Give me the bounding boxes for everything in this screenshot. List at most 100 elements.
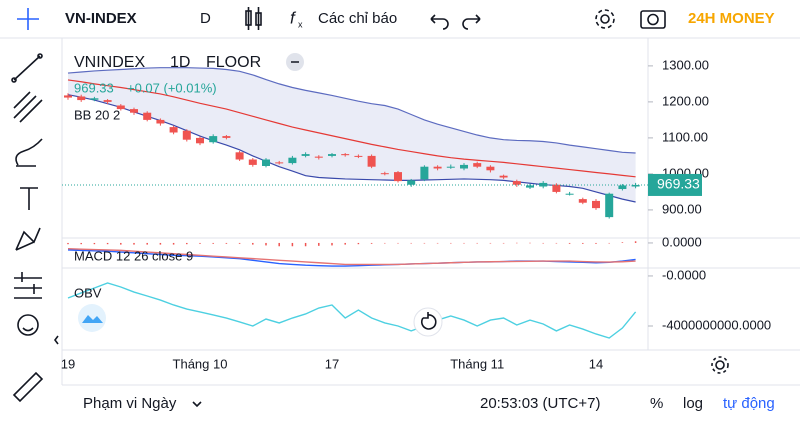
percent-toggle[interactable]: % <box>650 395 663 412</box>
drawing-tools[interactable] <box>11 53 44 403</box>
last-price-tag <box>648 173 702 196</box>
candle-body <box>512 181 521 185</box>
histogram-bar <box>384 242 386 244</box>
histogram-bar <box>120 242 122 245</box>
histogram-bar <box>318 242 320 246</box>
histogram-bar <box>529 242 531 244</box>
plot-layer <box>62 65 653 339</box>
candle-body <box>182 130 191 140</box>
candle-body <box>605 193 614 218</box>
histogram-bar <box>278 242 280 247</box>
candle-body <box>578 199 587 203</box>
last-price-label: 969.33 <box>657 176 700 192</box>
candle-body <box>314 156 323 158</box>
candle-body <box>275 162 284 164</box>
histogram-bar <box>331 242 333 246</box>
legend-last: 969.33 <box>74 80 114 95</box>
candle-body <box>565 193 574 195</box>
histogram-bar <box>265 242 267 246</box>
indicators-button[interactable]: Các chỉ báo <box>318 10 397 27</box>
symbol[interactable]: VN-INDEX <box>65 10 137 27</box>
candle-body <box>262 159 270 166</box>
candle-body <box>420 166 429 180</box>
indicator-line <box>67 248 636 266</box>
candle-body <box>380 173 389 175</box>
histogram-bar <box>172 242 175 245</box>
candle-body <box>103 100 112 102</box>
date-range-caret <box>192 401 202 408</box>
histogram-bar <box>186 242 188 245</box>
histogram-bar <box>423 242 426 244</box>
candle-body <box>473 163 482 167</box>
chart-interval: 1D <box>170 54 190 71</box>
histogram-bar <box>370 242 373 244</box>
indicator-line <box>67 282 637 339</box>
histogram-bar <box>436 242 439 244</box>
candle-body <box>592 200 600 209</box>
candle-body <box>143 112 152 120</box>
x-tick-label: 17 <box>325 356 339 371</box>
fx-icon[interactable]: f <box>290 8 297 27</box>
histogram-bar <box>595 242 597 244</box>
candle-body <box>394 172 402 182</box>
candle-body <box>196 137 204 144</box>
histogram-bar <box>621 242 624 243</box>
candle-body <box>433 166 442 169</box>
candle-body <box>407 180 416 185</box>
band-line <box>67 67 636 154</box>
redo[interactable] <box>462 14 481 30</box>
histogram-bar <box>199 242 201 244</box>
collapse-toolbar[interactable] <box>54 335 59 345</box>
candle-body <box>116 105 125 110</box>
y-tick-label: 900.00 <box>662 201 702 216</box>
candle-body <box>341 154 350 156</box>
settings[interactable] <box>595 9 615 29</box>
auto-toggle[interactable]: tự động <box>723 395 775 412</box>
brand[interactable]: 24H MONEY <box>688 10 775 27</box>
histogram-bar <box>608 242 610 244</box>
x-tick-label: 19 <box>61 356 75 371</box>
band-line <box>67 79 636 178</box>
candle-body <box>169 127 178 133</box>
histogram-bar <box>357 242 360 245</box>
y-tick-label: 0.0000 <box>662 234 702 249</box>
reset-button[interactable] <box>413 307 443 337</box>
candle-body <box>248 159 257 165</box>
candle-body <box>539 182 548 187</box>
histogram-bar <box>225 242 228 244</box>
candle-body <box>618 185 627 190</box>
interval[interactable]: D <box>200 10 211 27</box>
x-tick-label: 14 <box>589 356 603 371</box>
candle-body <box>130 109 138 113</box>
candle-body <box>486 166 495 171</box>
undo[interactable] <box>430 14 449 30</box>
histogram-bar <box>212 242 214 244</box>
snapshot[interactable] <box>640 10 666 29</box>
candle-body <box>552 184 561 192</box>
indicator-label: BB 20 2 <box>74 107 120 122</box>
candle-body <box>460 164 468 169</box>
histogram-bar <box>489 242 492 244</box>
histogram-bar <box>80 242 82 245</box>
candle-body <box>222 136 231 138</box>
histogram-bar <box>450 242 452 244</box>
crosshair-icon[interactable] <box>17 8 39 30</box>
histogram-bar <box>106 242 109 245</box>
log-toggle[interactable]: log <box>683 395 703 412</box>
legend-change: +0.07 (+0.01%) <box>127 80 217 95</box>
x-tick-label: Tháng 11 <box>450 356 504 371</box>
chart-exchange: FLOOR <box>206 54 261 71</box>
histogram-bar <box>238 242 241 244</box>
date-range[interactable]: Phạm vi Ngày <box>83 395 177 412</box>
candle-body <box>90 98 99 100</box>
candle-body <box>328 154 336 156</box>
axis-settings[interactable] <box>711 356 729 374</box>
macd-label: MACD 12 26 close 9 <box>74 248 193 263</box>
fx-icon-x: x <box>298 19 303 29</box>
histogram-bar <box>304 242 307 247</box>
chart-style-icon[interactable] <box>245 7 262 30</box>
candle-body <box>288 157 297 164</box>
reset-icon <box>420 312 437 330</box>
histogram-bar <box>502 242 505 244</box>
